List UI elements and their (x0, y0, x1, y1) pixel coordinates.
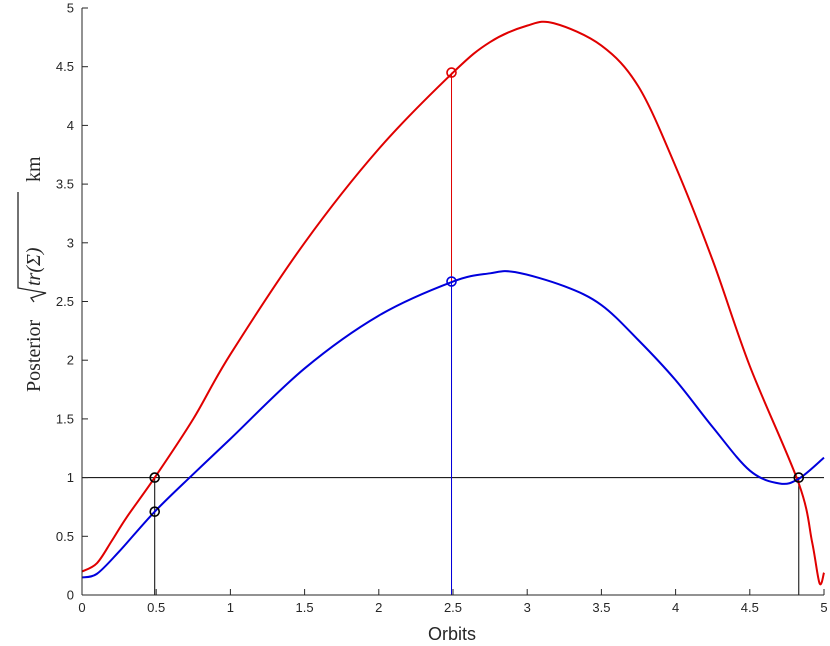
x-tick-label: 5 (820, 600, 827, 615)
series-layer (81, 20, 825, 586)
x-tick-label: 1 (227, 600, 234, 615)
data-point-marker (149, 472, 161, 483)
x-tick-label: 3.5 (592, 600, 610, 615)
y-tick-label: 1.5 (56, 411, 74, 426)
y-tick-label: 4 (67, 118, 74, 133)
y-axis-label-prefix: Posterior (23, 319, 45, 392)
x-tick-label: 1.5 (296, 600, 314, 615)
y-tick-label: 2.5 (56, 294, 74, 309)
data-point-marker (149, 506, 161, 517)
data-point-marker (446, 67, 457, 78)
axes-layer (81, 7, 825, 596)
data-point-marker (793, 472, 805, 483)
y-tick-label: 3.5 (56, 177, 74, 192)
y-axis-label: Posterior tr(Σ) km (17, 156, 47, 392)
series-line-1 (81, 20, 825, 586)
y-axis-label-unit: km (23, 156, 45, 182)
y-tick-label: 0 (67, 588, 74, 603)
x-tick-label: 2.5 (444, 600, 462, 615)
data-point-marker (446, 276, 457, 287)
y-tick-label: 0.5 (56, 529, 74, 544)
tick-labels-layer: 0 0.5 1 1.5 2 2.5 3 3.5 4 4.5 5 0 0.5 1 1.5 2 2.5 3 3.5 4 4.… (56, 1, 828, 616)
vertical-lines-layer (154, 72, 800, 595)
y-tick-label: 2 (67, 353, 74, 368)
y-tick-label: 5 (67, 1, 74, 16)
series-line-2 (81, 270, 825, 579)
markers-layer (149, 67, 805, 517)
x-tick-label: 2 (375, 600, 382, 615)
x-axis-label: Orbits (428, 624, 476, 644)
x-tick-label: 4.5 (741, 600, 759, 615)
y-tick-label: 3 (67, 235, 74, 250)
y-axis-label-radicand: tr(Σ) (23, 247, 45, 286)
x-tick-label: 4 (672, 600, 679, 615)
y-tick-label: 1 (67, 470, 74, 485)
x-tick-label: 3 (524, 600, 531, 615)
x-tick-label: 0.5 (147, 600, 165, 615)
x-tick-label: 0 (78, 600, 85, 615)
radical-sign (17, 192, 47, 303)
y-tick-label: 4.5 (56, 59, 74, 74)
